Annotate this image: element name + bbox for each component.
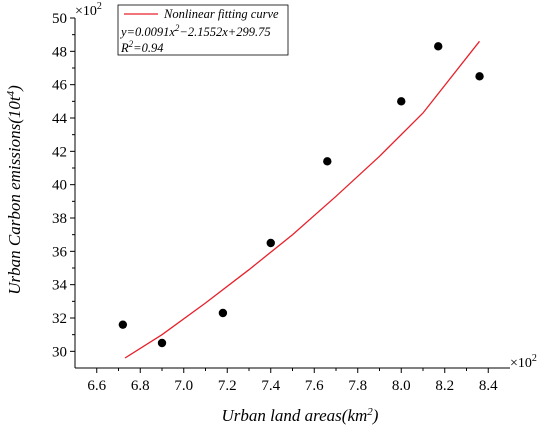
- data-point: [434, 42, 443, 51]
- x-tick-label: 7.6: [305, 378, 324, 394]
- legend: Nonlinear fitting curve y=0.0091x2−2.155…: [117, 4, 289, 56]
- data-point: [323, 157, 332, 166]
- x-axis-ticks: 6.6 6.8 7.0 7.2 7.4 7.6 7.8 8.0 8.2 8.4: [87, 368, 498, 394]
- x-tick-label: 6.8: [131, 378, 150, 394]
- fit-curve-line: [124, 40, 481, 359]
- data-point: [266, 238, 275, 248]
- y-axis-multiplier: ×102: [75, 1, 102, 19]
- x-tick-label: 8.2: [435, 378, 454, 394]
- y-tick-label: 30: [52, 344, 67, 360]
- y-tick-label: 38: [52, 211, 67, 227]
- y-tick-label: 40: [52, 178, 67, 194]
- fit-curve-group: [124, 40, 481, 359]
- y-tick-label: 48: [52, 44, 67, 60]
- y-tick-label: 44: [52, 111, 68, 127]
- equation-label: y=0.0091x2−2.1552x+299.75: [119, 23, 271, 39]
- data-point: [118, 320, 128, 329]
- y-tick-label: 32: [52, 311, 67, 327]
- y-axis-ticks: 30 32 34 36 38 40 42 44 46 48 50: [52, 11, 75, 360]
- x-tick-label: 8.0: [392, 378, 411, 394]
- x-tick-label: 7.2: [218, 378, 237, 394]
- data-point: [218, 308, 228, 318]
- y-tick-label: 42: [52, 144, 67, 160]
- y-tick-label: 46: [52, 78, 68, 94]
- y-tick-label: 36: [52, 244, 68, 260]
- y-tick-label: 50: [52, 11, 67, 27]
- legend-series-label: Nonlinear fitting curve: [163, 7, 279, 21]
- data-point: [475, 72, 484, 81]
- y-tick-label: 34: [52, 278, 68, 294]
- x-axis-title: Urban land areas(km2): [222, 406, 379, 425]
- legend-box: [117, 4, 289, 56]
- data-point: [157, 338, 167, 348]
- x-tick-label: 6.6: [87, 378, 106, 394]
- x-tick-label: 7.0: [174, 378, 193, 394]
- data-point: [397, 97, 406, 106]
- x-tick-label: 8.4: [479, 378, 498, 394]
- r-squared-label: R2=0.94: [120, 39, 163, 55]
- y-axis-title: Urban Carbon emissions(10t4): [5, 85, 24, 295]
- x-tick-label: 7.4: [261, 378, 280, 394]
- scatter-points: [118, 42, 484, 348]
- x-axis-multiplier: ×102: [510, 353, 537, 371]
- axes: [74, 18, 510, 369]
- x-tick-label: 7.8: [348, 378, 367, 394]
